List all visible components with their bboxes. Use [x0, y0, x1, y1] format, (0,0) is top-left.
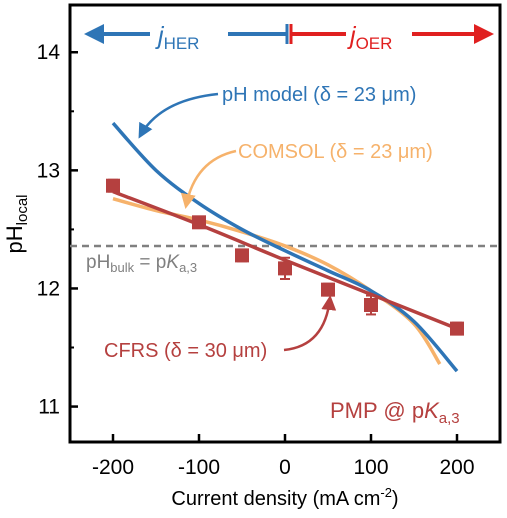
pmp-label: PMP @ pKa,3 [330, 398, 460, 427]
series-line-2 [111, 121, 459, 373]
ph-model-arrow [138, 92, 219, 139]
her-label: jHER [155, 22, 199, 53]
data-point-5 [364, 297, 378, 312]
oer-label-bg [346, 18, 412, 52]
data-point-6 [450, 321, 464, 336]
data-point-2 [235, 248, 249, 263]
data-point-4 [321, 282, 335, 297]
x-tick-label-3: 100 [353, 456, 388, 479]
oer-label: jOER [347, 22, 392, 53]
bulk-label: pHbulk = pKa,3 [86, 252, 197, 275]
x-tick-label-4: 200 [439, 456, 474, 479]
data-point-0 [106, 178, 120, 193]
x-tick-label-1: -100 [178, 456, 220, 479]
y-axis-label: pHlocal [2, 195, 31, 254]
x-axis-label: Current density (mA cm-2) [171, 485, 398, 510]
y-tick-label-3: 14 [37, 41, 61, 64]
comsol-arrow [180, 149, 237, 209]
y-tick-label-0: 11 [38, 396, 60, 419]
data-point-3 [278, 261, 292, 276]
comsol-label: COMSOL (δ = 23 μm) [238, 141, 433, 163]
plot-frame [68, 3, 502, 444]
x-tick-label-0: -200 [92, 456, 134, 479]
ticks-layer: -200 -100 0 100 200 11 12 13 14 [37, 41, 475, 479]
cfrs-label: CFRS (δ = 30 μm) [104, 340, 267, 362]
series-layer [106, 121, 464, 373]
direction-indicator: jHER jOER [84, 18, 494, 53]
x-tick-label-2: 0 [279, 456, 291, 479]
data-point-1 [192, 215, 206, 230]
y-tick-label-1: 12 [37, 277, 60, 300]
her-label-bg [150, 18, 228, 52]
cfrs-arrow [283, 295, 337, 352]
y-tick-label-2: 13 [37, 159, 60, 182]
ph-model-label: pH model (δ = 23 μm) [222, 84, 416, 106]
